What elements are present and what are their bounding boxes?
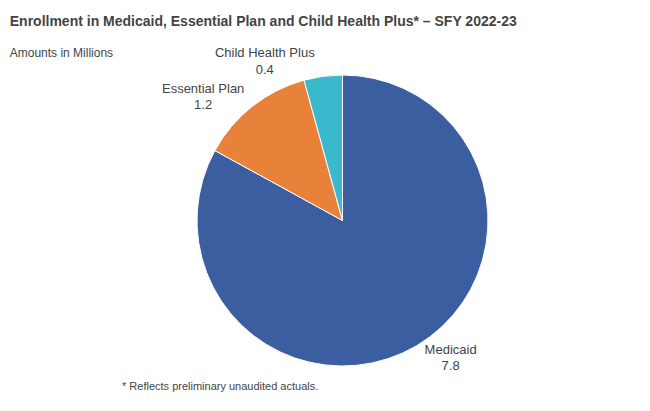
svg-text:Medicaid7.8: Medicaid7.8 bbox=[425, 342, 477, 374]
svg-text:Amounts in Millions: Amounts in Millions bbox=[10, 46, 113, 60]
svg-text:* Reflects preliminary unaudit: * Reflects preliminary unaudited actuals… bbox=[122, 380, 318, 392]
svg-text:Child Health Plus0.4: Child Health Plus0.4 bbox=[215, 45, 315, 77]
svg-text:Essential Plan1.2: Essential Plan1.2 bbox=[162, 81, 244, 113]
svg-text:Enrollment in Medicaid, Essent: Enrollment in Medicaid, Essential Plan a… bbox=[10, 13, 517, 29]
